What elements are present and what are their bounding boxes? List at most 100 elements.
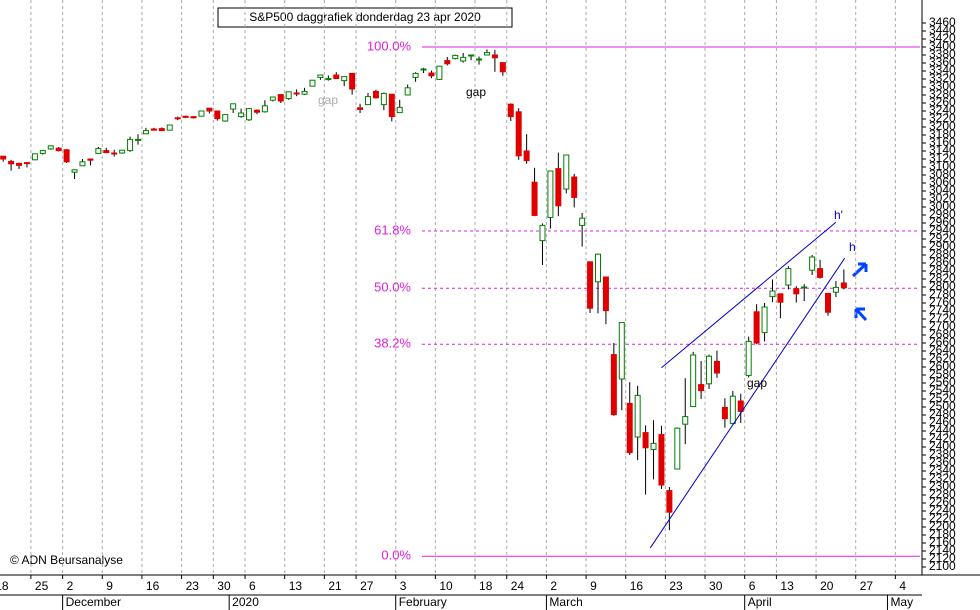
candle-body [539, 224, 546, 242]
y-tick-label: 3040 [929, 183, 956, 197]
y-tick-label: 2600 [929, 359, 956, 373]
candle-body [468, 54, 475, 57]
y-tick-label: 2640 [929, 343, 956, 357]
y-tick-label: 2480 [929, 407, 956, 421]
candle-body [515, 111, 522, 157]
y-tick-label: 2300 [929, 479, 956, 493]
candle-body [285, 91, 292, 100]
y-tick-label: 2700 [929, 319, 956, 333]
candle-body [158, 128, 165, 132]
candle-body [0, 155, 7, 160]
y-tick-label: 3400 [929, 39, 956, 53]
y-tick-label: 3140 [929, 143, 956, 157]
y-tick-label: 2760 [929, 295, 956, 309]
y-tick-label: 2380 [929, 447, 956, 461]
y-tick-label: 3180 [929, 127, 956, 141]
y-tick-label: 2400 [929, 439, 956, 453]
candle-body [579, 217, 586, 226]
y-tick-label: 2560 [929, 375, 956, 389]
annotation: h [849, 240, 856, 254]
x-tick-label: 2 [550, 579, 557, 593]
y-tick-label: 2420 [929, 431, 956, 445]
x-tick-label: 9 [590, 579, 597, 593]
candle-body [761, 306, 768, 334]
candle-body [23, 162, 30, 165]
y-tick-label: 3380 [929, 47, 956, 61]
y-tick-label: 2500 [929, 399, 956, 413]
candle-body [666, 490, 673, 513]
candle-body [253, 109, 260, 113]
candle-body [63, 149, 70, 163]
candle-body [563, 154, 570, 190]
candle-body [349, 72, 356, 90]
y-tick-label: 2800 [929, 279, 956, 293]
month-label: 2020 [232, 595, 259, 609]
y-tick-label: 2780 [929, 287, 956, 301]
candle-body [753, 311, 760, 344]
copyright: © ADN Beursanalyse [10, 553, 123, 567]
candle-body [476, 58, 483, 61]
candle-body [182, 115, 189, 118]
x-tick-label: 25 [35, 579, 49, 593]
x-tick-label: 27 [360, 579, 374, 593]
y-tick-label: 2100 [929, 559, 956, 573]
candle-body [444, 60, 451, 65]
candle-body [365, 96, 371, 106]
annotation: h' [834, 208, 843, 222]
y-tick-label: 3120 [929, 151, 956, 165]
y-tick-label: 2440 [929, 423, 956, 437]
x-tick-label: 20 [820, 579, 834, 593]
candle-body [769, 290, 776, 298]
trendline [649, 257, 846, 549]
y-tick-label: 2260 [929, 495, 956, 509]
candle-body [650, 442, 657, 450]
title-box [217, 7, 513, 28]
candle-body [301, 90, 308, 95]
y-tick-label: 3440 [929, 23, 956, 37]
annotation: gap [747, 376, 767, 390]
y-tick-label: 2960 [929, 215, 956, 229]
y-tick-label: 2880 [929, 247, 956, 261]
candle-body [642, 432, 649, 449]
candle-body [79, 161, 86, 167]
candle-body [555, 168, 562, 207]
y-tick-label: 2740 [929, 303, 956, 317]
y-tick-label: 2980 [929, 207, 956, 221]
month-label: May [890, 595, 913, 609]
annotation: gap [318, 93, 338, 107]
y-tick-label: 3100 [929, 159, 956, 173]
candle-body [55, 147, 62, 152]
candle-body [222, 114, 229, 122]
candle-body [729, 395, 736, 424]
candle-body [523, 150, 530, 162]
x-tick-label: 4 [899, 579, 906, 593]
candle-body [190, 116, 197, 119]
candle-body [460, 56, 467, 62]
x-tick-label: 6 [249, 579, 256, 593]
candle-body [16, 162, 23, 166]
y-tick-label: 3080 [929, 167, 956, 181]
y-tick-label: 2680 [929, 327, 956, 341]
y-tick-label: 2120 [929, 551, 956, 565]
y-tick-label: 2180 [929, 527, 956, 541]
arrow [854, 307, 868, 322]
y-tick-label: 2720 [929, 311, 956, 325]
candle-body [690, 354, 697, 408]
annotation: gap [466, 85, 486, 99]
y-tick-label: 2660 [929, 335, 956, 349]
y-tick-label: 2580 [929, 367, 956, 381]
candle-body [706, 355, 713, 385]
y-tick-label: 3460 [929, 15, 956, 29]
candle-body [571, 176, 578, 198]
candle-body [357, 107, 364, 110]
candle-body [840, 282, 847, 289]
candle-body [610, 354, 617, 416]
candle-body [230, 103, 237, 110]
candle-body [246, 108, 253, 121]
x-tick-label: 13 [289, 579, 303, 593]
candle-body [602, 276, 609, 312]
x-tick-label: 16 [146, 579, 160, 593]
candle-body [412, 72, 419, 78]
trendline [661, 221, 837, 369]
candle-body [71, 169, 78, 173]
